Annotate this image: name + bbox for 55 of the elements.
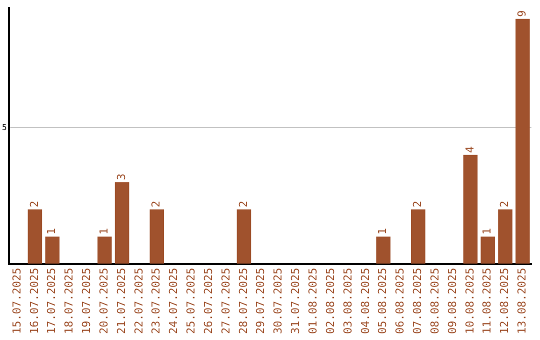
x-tick-label: 29.07.2025 (254, 268, 268, 334)
x-tick-label: 12.08.2025 (498, 268, 512, 334)
bar (97, 236, 112, 264)
data-label: 3 (114, 174, 128, 180)
x-tick-label: 16.07.2025 (28, 268, 41, 334)
x-tick-label: 18.07.2025 (62, 268, 76, 334)
x-tick-label: 08.08.2025 (428, 268, 442, 334)
data-label: 4 (463, 146, 476, 153)
data-label: 2 (150, 200, 163, 208)
data-label: 2 (411, 200, 424, 208)
bar (150, 209, 164, 264)
bar (376, 236, 390, 264)
x-tick-label: 17.07.2025 (45, 268, 58, 334)
x-tick-label: 26.07.2025 (202, 268, 215, 334)
x-tick-label: 01.08.2025 (306, 268, 320, 334)
x-tick-label: 23.07.2025 (150, 268, 163, 334)
bar (236, 209, 252, 264)
x-tick-label: 27.07.2025 (219, 268, 232, 334)
data-label: 1 (45, 228, 58, 235)
bar (516, 18, 530, 264)
data-label: 2 (236, 200, 250, 208)
bar (498, 209, 512, 264)
x-tick-label: 22.07.2025 (132, 268, 146, 334)
x-tick-label: 20.07.2025 (97, 268, 110, 334)
x-tick-label: 02.08.2025 (324, 268, 337, 334)
x-tick-label: 15.07.2025 (10, 268, 24, 334)
data-label: 2 (28, 200, 41, 208)
data-label: 1 (376, 228, 390, 235)
x-tick-label: 06.08.2025 (394, 268, 407, 334)
x-tick-label: 25.07.2025 (184, 268, 198, 334)
bar (463, 154, 478, 264)
bar (114, 182, 130, 264)
bar (45, 236, 60, 264)
x-tick-label: 04.08.2025 (358, 268, 372, 334)
data-label: 1 (480, 228, 494, 235)
x-tick-label: 11.08.2025 (480, 268, 494, 334)
bar (28, 209, 42, 264)
x-tick-label: 30.07.2025 (272, 268, 285, 334)
x-tick-label: 05.08.2025 (376, 268, 390, 334)
bar (411, 209, 426, 264)
x-tick-label: 31.07.2025 (289, 268, 302, 334)
x-tick-label: 21.07.2025 (114, 268, 128, 334)
x-tick-label: 19.07.2025 (80, 268, 94, 334)
x-tick-label: 24.07.2025 (167, 268, 180, 334)
data-label: 9 (516, 10, 529, 17)
bar (480, 236, 495, 264)
x-tick-label: 07.08.2025 (411, 268, 424, 334)
data-label: 1 (97, 228, 110, 235)
x-tick-label: 13.08.2025 (516, 268, 529, 334)
y-tick-label: 5 (2, 122, 7, 132)
x-tick-label: 28.07.2025 (236, 268, 250, 334)
x-tick-label: 03.08.2025 (341, 268, 354, 334)
x-tick-label: 10.08.2025 (463, 268, 476, 334)
x-tick-label: 09.08.2025 (446, 268, 459, 334)
data-label: 2 (498, 200, 512, 208)
